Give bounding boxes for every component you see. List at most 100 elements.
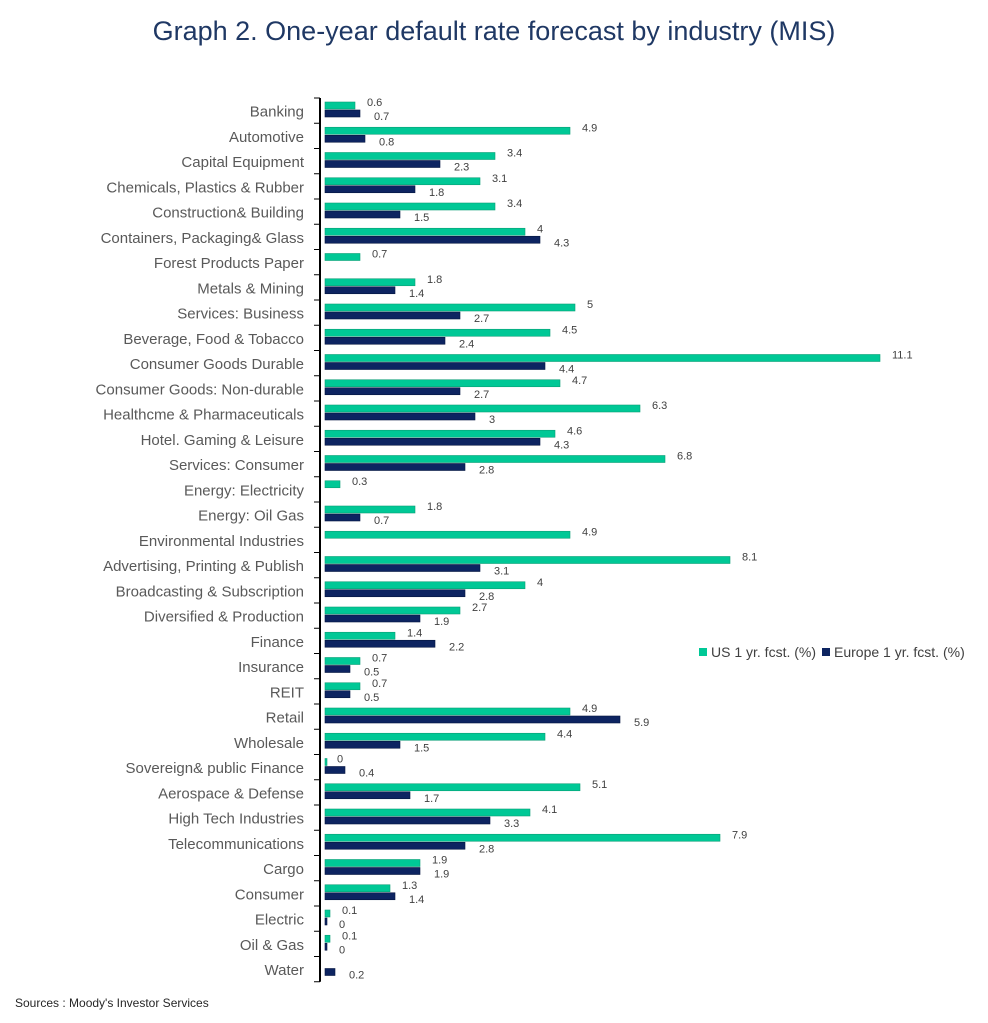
category-label: Energy: Electricity: [184, 482, 305, 499]
category-label: Hotel. Gaming & Leisure: [141, 432, 304, 449]
bar-us: [324, 429, 556, 438]
value-labels: 0.6 0.7 4.9 0.8 3.4 2.3 3.1 1.8 3.4 1.5 4 4.3 0.7 1.8…: [337, 97, 913, 982]
category-label: Services: Business: [177, 306, 304, 323]
bar-us: [324, 101, 356, 110]
bar-us: [324, 657, 361, 665]
value-label-europe: 0.2: [349, 970, 364, 982]
value-label-us: 4.6: [567, 425, 582, 437]
bar-europe: [324, 160, 441, 168]
value-label-us: 1.9: [432, 855, 447, 867]
value-label-europe: 0.8: [379, 136, 394, 148]
category-label: Healthcme & Pharmaceuticals: [103, 407, 304, 424]
category-label: Environmental Industries: [139, 533, 304, 550]
bar-europe: [324, 614, 421, 623]
bar-us: [324, 606, 461, 615]
value-label-europe: 2.2: [449, 641, 464, 653]
bar-us: [324, 177, 481, 186]
bar-us: [324, 253, 361, 261]
bar-us: [324, 556, 731, 564]
category-label: Banking: [250, 104, 304, 121]
value-label-us: 0.3: [352, 476, 367, 488]
value-label-europe: 0.7: [374, 111, 389, 123]
value-label-us: 0.1: [342, 905, 357, 917]
value-label-europe: 5.9: [634, 717, 649, 729]
value-label-us: 1.3: [402, 880, 417, 892]
bar-europe: [324, 564, 481, 572]
bar-us: [324, 354, 881, 362]
source-note: Sources : Moody's Investor Services: [15, 996, 209, 1010]
bar-europe: [324, 185, 416, 194]
legend-item-europe: Europe 1 yr. fcst. (%): [822, 644, 965, 660]
category-label: Beverage, Food & Tobacco: [123, 331, 304, 348]
bar-us: [324, 278, 416, 287]
legend-swatch-europe: [822, 648, 831, 656]
value-label-us: 4: [537, 223, 543, 235]
value-label-us: 3.4: [507, 148, 522, 160]
bar-europe: [324, 766, 346, 774]
bar-us: [324, 631, 396, 640]
value-label-us: 0.7: [372, 653, 387, 665]
value-label-us: 3.1: [492, 173, 507, 185]
bar-us: [324, 303, 576, 312]
category-label: Containers, Packaging& Glass: [101, 230, 304, 247]
category-label: Automotive: [229, 129, 304, 146]
bar-us: [324, 682, 361, 691]
bar-europe: [324, 311, 461, 320]
bar-europe: [324, 665, 351, 673]
category-label: Finance: [251, 634, 304, 651]
bars: [324, 101, 881, 976]
category-label: Diversified & Production: [144, 609, 304, 626]
bar-us: [324, 884, 391, 893]
bar-europe: [324, 109, 361, 118]
value-label-europe: 2.3: [454, 162, 469, 174]
value-label-us: 1.8: [427, 274, 442, 286]
value-label-us: 6.8: [677, 451, 692, 463]
value-label-us: 4.4: [557, 728, 572, 740]
bar-us: [324, 530, 571, 539]
value-label-us: 5: [587, 299, 593, 311]
bar-us: [324, 455, 666, 463]
category-label: Cargo: [263, 861, 304, 878]
value-label-europe: 1.5: [414, 212, 429, 224]
value-label-europe: 2.7: [474, 389, 489, 401]
value-label-us: 7.9: [732, 829, 747, 841]
category-label: Electric: [255, 912, 305, 929]
bar-europe: [324, 412, 476, 421]
bar-europe: [324, 841, 466, 850]
value-label-europe: 2.8: [479, 465, 494, 477]
bar-europe: [324, 387, 461, 396]
bar-us: [324, 909, 331, 918]
bar-europe: [324, 589, 466, 598]
value-label-us: 1.4: [407, 627, 422, 639]
bar-europe: [324, 362, 546, 370]
bar-us: [324, 404, 641, 413]
category-label: Capital Equipment: [181, 154, 304, 171]
value-label-us: 1.8: [427, 501, 442, 513]
value-label-us: 0.7: [372, 678, 387, 690]
category-label: Forest Products Paper: [154, 255, 304, 272]
value-label-us: 4.5: [562, 324, 577, 336]
bar-europe: [324, 235, 541, 244]
value-label-europe: 3.1: [494, 566, 509, 578]
category-label: Consumer Goods Durable: [130, 356, 304, 373]
value-label-europe: 1.8: [429, 187, 444, 199]
bar-us: [324, 328, 551, 337]
category-label: Broadcasting & Subscription: [116, 583, 304, 600]
bar-europe: [324, 639, 436, 648]
value-label-us: 0.6: [367, 97, 382, 109]
category-label: Retail: [266, 710, 304, 727]
value-label-europe: 1.5: [414, 742, 429, 754]
legend-label-europe: Europe 1 yr. fcst. (%): [834, 644, 965, 660]
bar-europe: [324, 336, 446, 345]
value-label-europe: 4.3: [554, 439, 569, 451]
value-label-europe: 0.5: [364, 667, 379, 679]
category-label: Insurance: [238, 659, 304, 676]
value-label-europe: 4.4: [559, 364, 574, 376]
value-label-us: 3.4: [507, 198, 522, 210]
category-label: Wholesale: [234, 735, 304, 752]
bar-europe: [324, 134, 366, 143]
value-label-europe: 2.8: [479, 843, 494, 855]
category-label: Construction& Building: [152, 205, 304, 222]
bar-us: [324, 480, 341, 489]
